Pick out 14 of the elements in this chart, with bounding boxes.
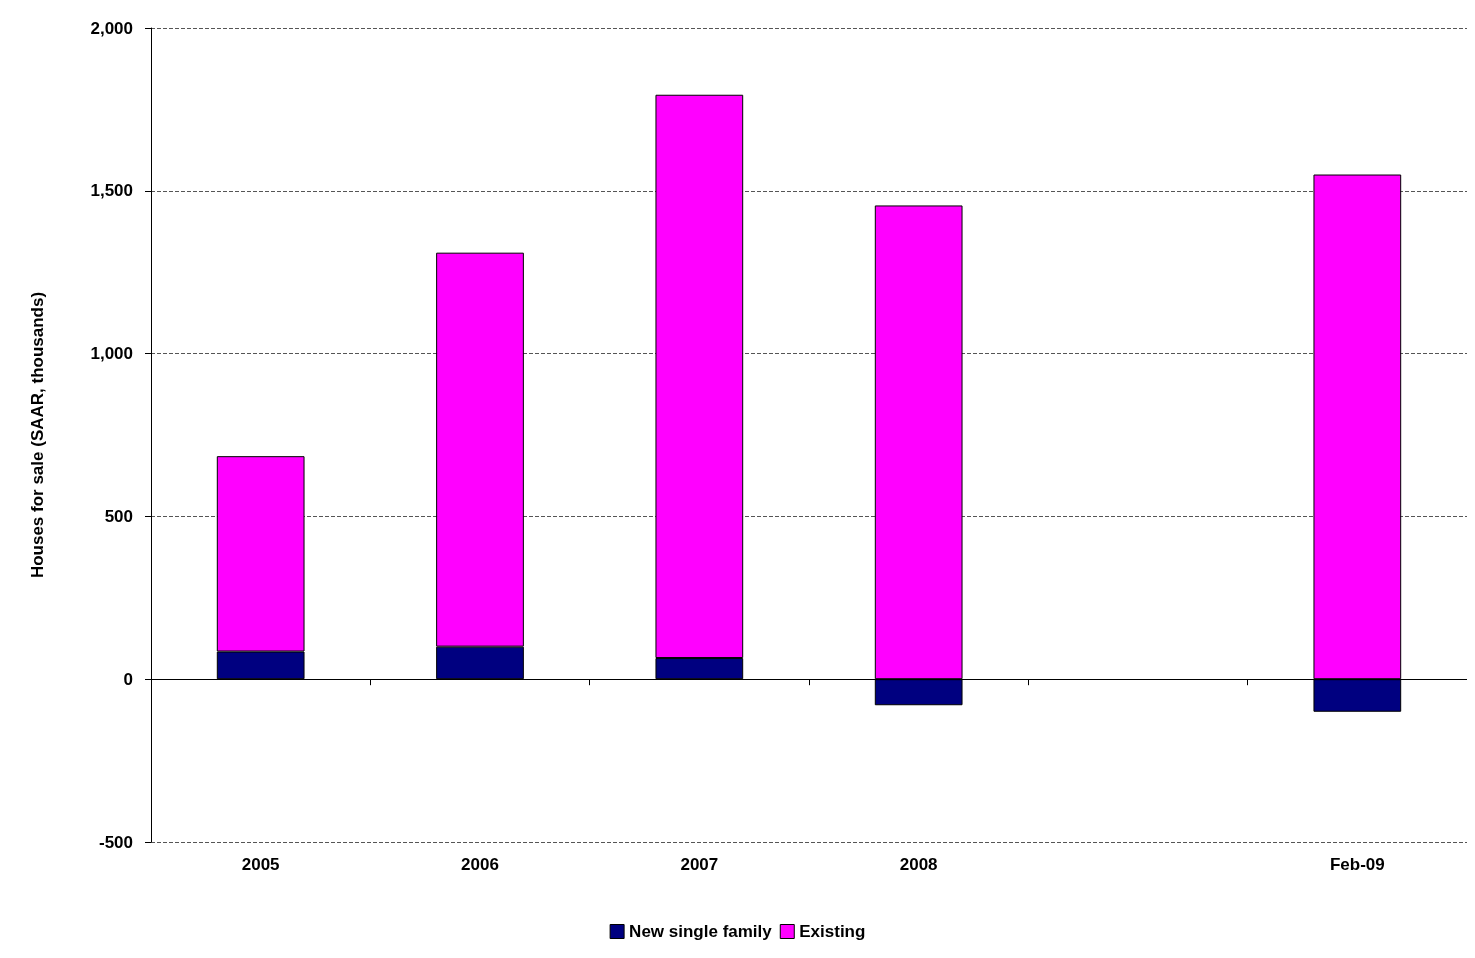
x-tick-label: 2007 — [680, 855, 719, 874]
x-tick-label: Feb-09 — [1329, 855, 1385, 874]
legend-label: New single family — [629, 922, 773, 941]
y-tick-label: 0 — [123, 669, 133, 689]
y-axis-title: Houses for sale (SAAR, thousands) — [28, 291, 47, 579]
legend-label: Existing — [799, 922, 866, 941]
y-tick-label: 1,000 — [90, 344, 133, 364]
y-tick-label: 2,000 — [90, 18, 133, 38]
x-tick-label: 2005 — [241, 855, 280, 874]
x-tick-label: 2006 — [461, 855, 499, 874]
y-tick-label: 500 — [104, 506, 133, 526]
y-tick-label: -500 — [98, 832, 133, 852]
x-tick-label: 2008 — [899, 855, 938, 874]
y-tick-label: 1,500 — [90, 181, 133, 201]
